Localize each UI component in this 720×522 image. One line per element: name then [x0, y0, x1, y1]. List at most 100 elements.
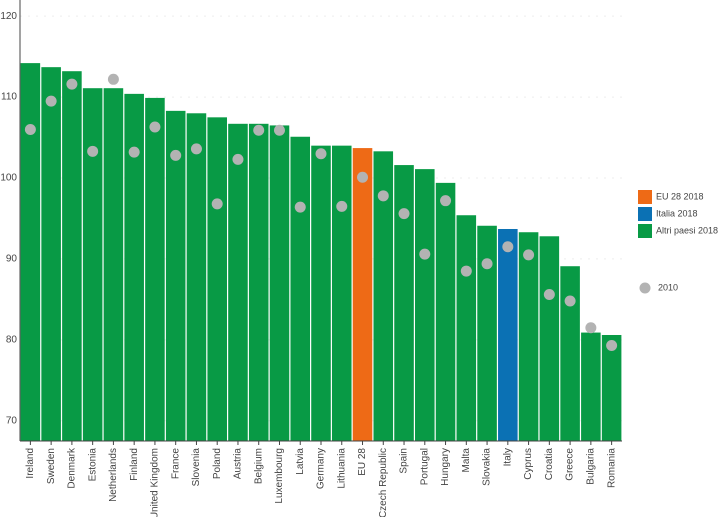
bar	[103, 88, 124, 441]
x-tick-label: Austria	[233, 448, 244, 480]
x-tick-label: France	[170, 448, 181, 480]
bar	[560, 266, 580, 441]
dot-2010	[419, 248, 431, 260]
x-tick-label: Bulgaria	[586, 448, 597, 485]
legend-label: 2010	[658, 282, 678, 292]
dot-2010	[440, 195, 452, 207]
dot-2010	[107, 73, 119, 85]
bar	[186, 113, 207, 442]
x-tick-label: Spain	[399, 448, 410, 474]
bar	[165, 110, 186, 442]
dot-2010	[190, 143, 202, 155]
dot-2010	[585, 322, 597, 334]
x-tick-label: Luxembourg	[274, 448, 285, 504]
x-tick-label: Croatia	[544, 448, 555, 481]
dot-2010	[128, 146, 140, 158]
bar	[207, 117, 227, 442]
x-tick-label: Malta	[461, 448, 472, 473]
dot-2010	[543, 289, 555, 301]
bar	[82, 88, 103, 441]
x-tick-label: Portugal	[419, 448, 430, 485]
dot-2010	[564, 295, 576, 307]
bar	[477, 225, 497, 441]
x-tick-label: Cyprus	[523, 448, 534, 480]
dot-2010	[398, 208, 410, 220]
bar	[269, 125, 290, 441]
x-tick-label: EU 28	[357, 448, 368, 476]
bar	[290, 136, 311, 441]
bar	[20, 63, 41, 441]
x-tick-label: Denmark	[67, 447, 78, 489]
y-tick-label: 80	[6, 334, 18, 345]
legend-swatch	[638, 190, 652, 204]
dot-2010	[170, 149, 182, 161]
bar	[498, 228, 518, 441]
x-tick-label: United Kingdom	[150, 448, 161, 517]
dot-2010	[502, 241, 514, 253]
bar	[124, 93, 144, 441]
bar	[456, 215, 477, 441]
bar	[394, 165, 414, 441]
y-tick-label: 110	[1, 92, 17, 103]
x-tick-label: Germany	[316, 448, 327, 489]
dot-2010	[377, 190, 389, 202]
x-tick-label: Finland	[129, 448, 140, 481]
bar	[41, 67, 61, 441]
legend-marker	[639, 282, 651, 294]
x-tick-label: Netherlands	[108, 448, 119, 502]
bar	[539, 236, 560, 441]
dot-2010	[87, 145, 99, 157]
x-tick-label: Slovenia	[191, 448, 202, 487]
legend-label: EU 28 2018	[656, 191, 704, 201]
x-tick-label: Belgium	[253, 448, 264, 484]
legend-swatch	[638, 207, 652, 221]
dot-2010	[606, 340, 618, 352]
dot-2010	[273, 124, 285, 136]
dot-2010	[315, 148, 327, 160]
dot-2010	[45, 95, 57, 107]
x-tick-label: Lithuania	[336, 448, 347, 489]
dot-2010	[149, 121, 161, 133]
y-tick-label: 100	[0, 173, 17, 184]
bar	[581, 332, 601, 441]
x-tick-label: Hungary	[440, 448, 451, 486]
bar	[415, 169, 435, 441]
bar	[352, 148, 373, 441]
x-tick-label: Latvia	[295, 448, 306, 475]
x-tick-label: Estonia	[87, 448, 98, 482]
legend-label: Altri paesi 2018	[656, 225, 718, 235]
bar	[331, 145, 352, 442]
dot-2010	[481, 258, 493, 270]
dot-2010	[336, 200, 348, 212]
dot-2010	[523, 249, 535, 261]
dot-2010	[66, 78, 78, 90]
y-tick-label: 120	[0, 11, 17, 22]
x-tick-label: Slovakia	[482, 448, 493, 486]
x-tick-label: Ireland	[25, 448, 36, 479]
dot-2010	[232, 153, 244, 165]
legend-label: Italia 2018	[656, 208, 698, 218]
dot-2010	[357, 171, 369, 183]
bar	[601, 334, 622, 441]
x-tick-label: Italy	[502, 448, 513, 466]
bar	[518, 232, 539, 441]
dot-2010	[294, 201, 306, 213]
legend-swatch	[638, 224, 652, 238]
x-tick-label: Poland	[212, 448, 223, 479]
bar	[311, 145, 331, 442]
x-tick-label: Romania	[606, 448, 617, 488]
bar	[62, 71, 82, 441]
bar	[435, 182, 456, 441]
dot-2010	[253, 124, 265, 136]
x-tick-label: Sweden	[46, 448, 57, 484]
dot-2010	[211, 198, 223, 210]
dot-2010	[24, 123, 36, 135]
bar	[145, 97, 165, 441]
x-tick-label: Greece	[565, 448, 576, 481]
y-tick-label: 90	[6, 254, 18, 265]
y-tick-label: 70	[6, 415, 18, 426]
bar	[248, 123, 269, 441]
bar	[373, 151, 394, 441]
bar	[228, 123, 248, 441]
